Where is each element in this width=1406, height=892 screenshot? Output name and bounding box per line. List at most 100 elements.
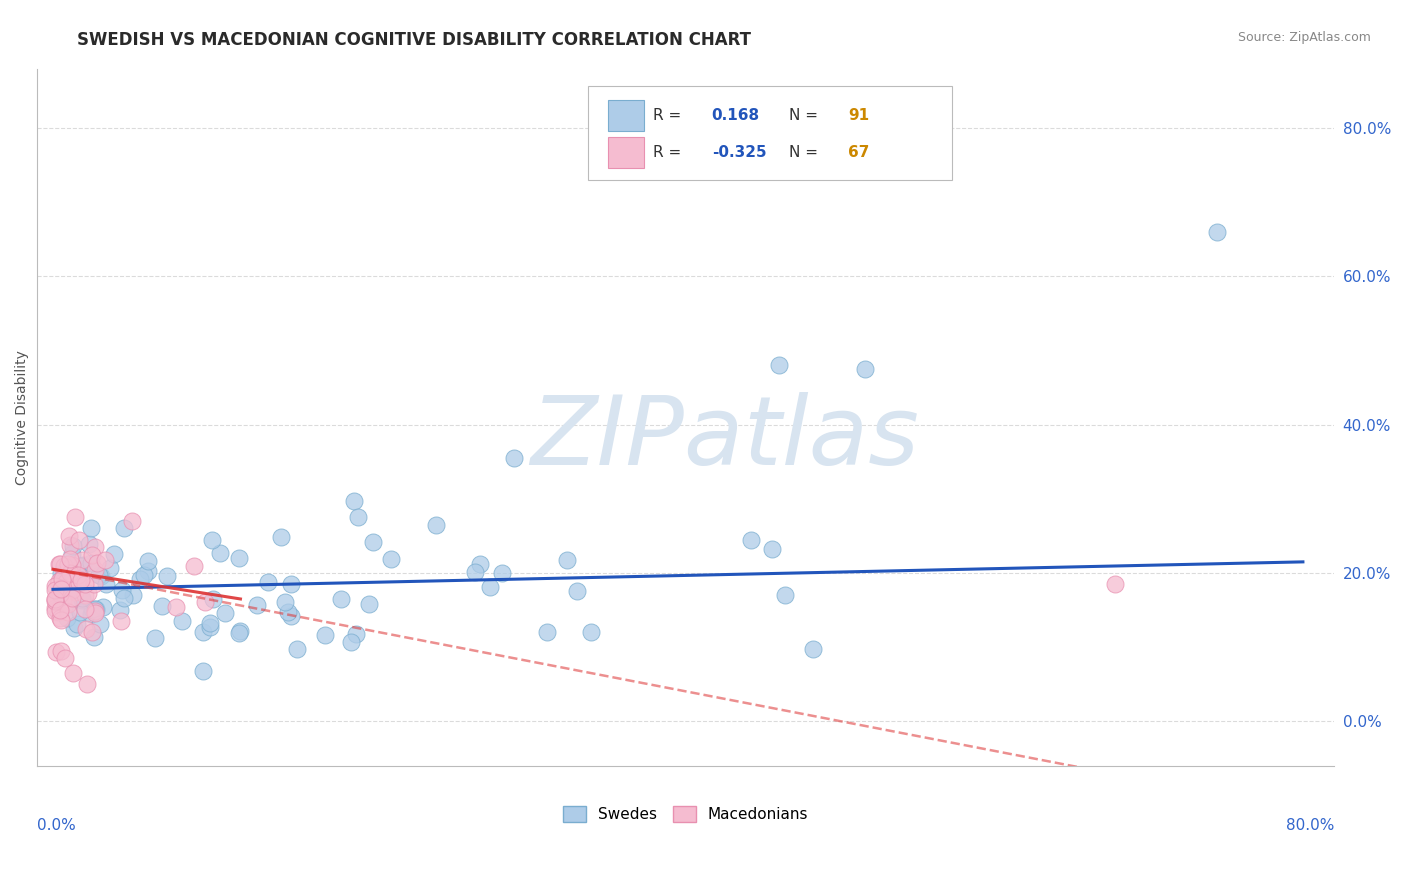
Text: 91: 91: [848, 108, 869, 123]
Point: [45, 644, 67, 658]
Point: [70, 559, 93, 574]
Point: [49, 572, 72, 586]
Point: [56, 610, 79, 624]
Point: [62, 548, 84, 562]
Point: [52, 594, 75, 608]
Point: [340, 635, 363, 649]
Point: [89, 568, 111, 582]
Point: [112, 520, 135, 534]
Point: [257, 574, 280, 589]
Text: 0.168: 0.168: [711, 108, 759, 123]
Point: [214, 606, 236, 620]
Point: [67, 533, 90, 547]
Point: [84, 601, 107, 615]
Point: [425, 517, 447, 532]
Point: [94, 553, 117, 567]
Point: [193, 595, 215, 609]
Point: [314, 628, 336, 642]
Point: [855, 362, 877, 376]
Point: [79, 556, 101, 570]
Point: [136, 564, 159, 578]
Point: [761, 541, 783, 556]
Point: [91, 600, 114, 615]
Point: [768, 358, 790, 372]
Point: [94, 577, 117, 591]
Point: [361, 535, 384, 549]
Point: [228, 551, 250, 566]
Point: [59, 538, 82, 552]
Point: [62, 539, 84, 553]
Point: [246, 598, 269, 612]
Point: [773, 588, 796, 602]
Text: SWEDISH VS MACEDONIAN COGNITIVE DISABILITY CORRELATION CHART: SWEDISH VS MACEDONIAN COGNITIVE DISABILI…: [77, 31, 751, 49]
Point: [44, 601, 66, 615]
Text: N =: N =: [790, 108, 818, 123]
Point: [229, 624, 252, 638]
Point: [49, 597, 72, 611]
Point: [49, 603, 72, 617]
Point: [46, 605, 69, 619]
Point: [69, 574, 91, 588]
Point: [58, 605, 80, 619]
Point: [56, 597, 79, 611]
Point: [59, 552, 82, 566]
Point: [84, 602, 107, 616]
Text: 0.0%: 0.0%: [38, 818, 76, 833]
FancyBboxPatch shape: [607, 100, 644, 131]
Point: [55, 574, 77, 589]
Point: [134, 568, 156, 582]
Point: [44, 594, 66, 608]
Point: [49, 644, 72, 658]
Point: [77, 536, 100, 550]
Point: [579, 624, 602, 639]
Point: [122, 589, 145, 603]
Point: [329, 591, 352, 606]
FancyBboxPatch shape: [589, 86, 952, 180]
Point: [60, 582, 83, 597]
Point: [80, 625, 103, 640]
Point: [80, 521, 103, 535]
Point: [75, 622, 97, 636]
Point: [110, 614, 132, 628]
Point: [56, 582, 79, 597]
Point: [62, 666, 84, 681]
Point: [86, 557, 108, 571]
Point: [63, 510, 86, 524]
Point: [83, 576, 105, 591]
Point: [82, 602, 104, 616]
Point: [344, 626, 367, 640]
Point: [191, 625, 214, 640]
Point: [557, 553, 579, 567]
Point: [49, 558, 72, 572]
Point: [198, 615, 221, 630]
Point: [84, 606, 107, 620]
Text: 67: 67: [848, 145, 869, 160]
Point: [108, 603, 131, 617]
Point: [44, 592, 66, 607]
Point: [209, 546, 232, 560]
Point: [70, 593, 93, 607]
Point: [48, 574, 70, 589]
Point: [51, 575, 73, 590]
Point: [73, 588, 96, 602]
Point: [44, 579, 66, 593]
Legend: Swedes, Macedonians: Swedes, Macedonians: [557, 800, 814, 828]
Point: [83, 540, 105, 554]
Point: [280, 609, 302, 624]
Point: [49, 586, 72, 600]
Point: [49, 581, 72, 595]
Point: [59, 566, 82, 580]
Point: [156, 568, 179, 582]
Point: [1206, 225, 1229, 239]
Y-axis label: Cognitive Disability: Cognitive Disability: [15, 350, 30, 484]
Text: -0.325: -0.325: [711, 145, 766, 160]
Point: [150, 599, 173, 614]
Point: [143, 631, 166, 645]
FancyBboxPatch shape: [607, 136, 644, 169]
Point: [1104, 577, 1126, 591]
Point: [63, 622, 86, 636]
Point: [470, 557, 492, 571]
Point: [380, 552, 402, 566]
Point: [44, 604, 66, 618]
Point: [83, 630, 105, 644]
